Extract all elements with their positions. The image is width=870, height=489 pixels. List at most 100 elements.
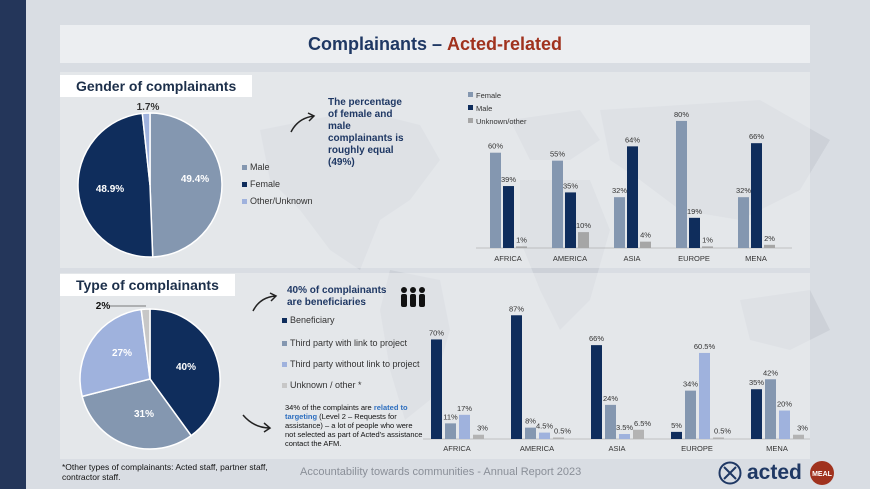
gender-pie-slice-0	[149, 112, 223, 258]
gender-bar-2-0	[614, 197, 625, 248]
type-bar-label-2-3: 6.5%	[634, 419, 651, 428]
gender-legend-other: Other/Unknown	[242, 196, 313, 206]
note-text-1: 34% of the complaints are	[285, 403, 374, 412]
type-pie-slice-0	[149, 308, 221, 437]
gender-bar-legend-label-0: Female	[476, 91, 501, 100]
title-part-1: Complainants –	[307, 33, 442, 54]
type-legend-unknown: Unknown / other *	[282, 380, 422, 390]
type-bar-label-4-3: 3%	[797, 424, 808, 433]
gender-category-label-4: MENA	[745, 254, 767, 263]
gender-bar-0-2	[516, 246, 527, 248]
gender-bar-1-0	[552, 160, 563, 248]
type-pie-slice-2	[79, 308, 151, 398]
gender-bar-chart: Female Male Unknown/other 60% 39% 1% AFRICA 55%…	[468, 91, 792, 263]
legend-label: Other/Unknown	[250, 196, 313, 206]
title-part-2: Acted-related	[447, 33, 563, 54]
left-accent-bar	[0, 0, 26, 489]
gender-bar-label-3-1: 19%	[687, 207, 702, 216]
curved-arrow-icon	[252, 292, 278, 312]
legend-label: Male	[250, 162, 270, 172]
type-callout: 40% of complainants are beneficiaries	[287, 285, 387, 308]
type-bar-2-1	[605, 404, 616, 439]
type-bar-label-0-0: 70%	[429, 328, 444, 337]
legend-label: Female	[250, 179, 281, 189]
gender-pie-slice-2	[141, 112, 151, 186]
type-pie-slice-3	[140, 308, 151, 380]
legend-swatch	[282, 318, 287, 323]
curved-arrow-icon	[290, 112, 316, 133]
gender-pie-data-label-2: 1.7%	[137, 102, 160, 113]
gender-bar-0-1	[503, 186, 514, 248]
gender-category-label-0: AFRICA	[494, 254, 522, 263]
type-bar-1-3	[553, 437, 564, 439]
gender-bar-legend-swatch-1	[468, 105, 473, 110]
type-pie-data-label-1: 31%	[134, 409, 154, 420]
type-bar-label-1-3: 0.5%	[554, 427, 571, 436]
gender-bar-label-1-1: 35%	[563, 181, 578, 190]
type-bar-label-2-2: 3.5%	[616, 423, 633, 432]
acted-logo: acted MEAL	[718, 460, 837, 486]
footnote: *Other types of complainants: Acted staf…	[62, 462, 268, 482]
gender-bar-legend-label-2: Unknown/other	[476, 117, 527, 126]
type-bar-3-0	[671, 431, 682, 439]
gender-bar-label-0-0: 60%	[488, 142, 503, 151]
type-bar-4-0	[751, 389, 762, 439]
gender-bar-1-1	[565, 192, 576, 248]
type-bar-label-2-1: 24%	[603, 394, 618, 403]
gender-bar-label-1-0: 55%	[550, 150, 565, 159]
gender-bar-0-0	[490, 152, 501, 248]
gender-pie-chart: 49.4% 48.9% 1.7%	[77, 102, 223, 258]
legend-label: Unknown / other *	[290, 380, 362, 390]
gender-bar-label-1-2: 10%	[576, 221, 591, 230]
type-bar-1-1	[525, 427, 536, 439]
gender-bar-label-3-2: 1%	[702, 235, 713, 244]
type-bar-label-3-0: 5%	[671, 421, 682, 430]
gender-bar-1-2	[578, 232, 589, 248]
type-bar-label-1-0: 87%	[509, 304, 524, 313]
type-bar-2-3	[633, 429, 644, 439]
gender-bar-label-0-1: 39%	[501, 175, 516, 184]
type-legend-third-party-no-link: Third party without link to project	[282, 359, 422, 369]
type-bar-label-1-2: 4.5%	[536, 422, 553, 431]
gender-bar-label-2-2: 4%	[640, 231, 651, 240]
acted-logo-icon	[718, 461, 742, 485]
type-bar-label-3-1: 34%	[683, 380, 698, 389]
gender-pie-data-label-1: 48.9%	[96, 184, 124, 195]
type-bar-4-1	[765, 379, 776, 439]
note-highlight: related to targeting	[285, 403, 408, 421]
gender-bar-3-1	[689, 217, 700, 248]
gender-bar-4-0	[738, 197, 749, 248]
gender-bar-label-4-2: 2%	[764, 234, 775, 243]
gender-callout: The percentage of female and male compla…	[328, 97, 404, 168]
type-bar-label-0-2: 17%	[457, 404, 472, 413]
type-category-label-2: ASIA	[608, 444, 625, 453]
gender-bar-label-2-0: 32%	[612, 186, 627, 195]
type-category-label-0: AFRICA	[443, 444, 471, 453]
type-bar-label-4-2: 20%	[777, 400, 792, 409]
gender-category-label-1: AMERICA	[553, 254, 587, 263]
type-legend-third-party-link: Third party with link to project	[282, 338, 422, 348]
legend-label: Third party without link to project	[290, 359, 420, 369]
logo-text: acted	[747, 461, 802, 484]
type-bar-label-2-0: 66%	[589, 334, 604, 343]
gender-pie-slice-1	[77, 112, 154, 258]
gender-bar-2-2	[640, 241, 651, 248]
meal-badge: MEAL	[809, 461, 834, 485]
type-bar-1-0	[511, 315, 522, 439]
type-bar-label-4-0: 35%	[749, 378, 764, 387]
type-bar-4-3	[793, 434, 804, 439]
legend-label: Beneficiary	[290, 315, 335, 325]
legend-swatch	[282, 383, 287, 388]
type-pie-chart: 40% 31% 27% 2%	[79, 301, 221, 450]
type-pie-data-label-2: 27%	[112, 348, 132, 359]
note-text-2: (Level 2 – Requests for assistance) – a …	[285, 412, 423, 448]
targeting-note: 34% of the complaints are related to tar…	[285, 403, 425, 448]
gender-bar-label-4-0: 32%	[736, 186, 751, 195]
gender-bar-3-2	[702, 246, 713, 248]
gender-pie-data-label-0: 49.4%	[181, 174, 209, 185]
type-bar-3-3	[713, 437, 724, 439]
gender-bar-2-1	[627, 146, 638, 248]
type-bar-0-1	[445, 423, 456, 439]
gender-bar-4-1	[751, 143, 762, 248]
legend-swatch	[282, 362, 287, 367]
